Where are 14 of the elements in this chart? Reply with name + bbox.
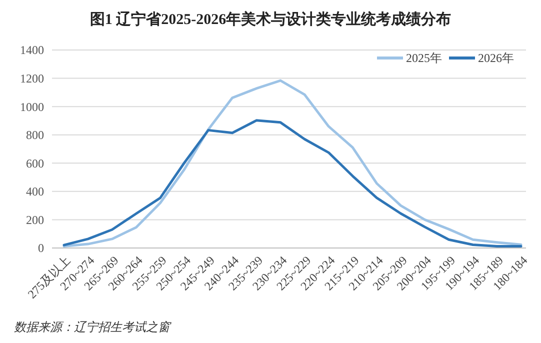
y-tick-label: 400 [26,184,44,199]
y-tick-label: 600 [26,156,44,170]
y-tick-label: 1400 [20,43,44,58]
chart-title: 图1 辽宁省2025-2026年美术与设计类专业统考成绩分布 [90,10,452,28]
legend-label: 2025年 [406,51,442,66]
line-series [62,79,522,248]
y-tick-label: 1000 [20,100,44,114]
y-tick-label: 1200 [20,71,44,86]
source-note: 数据来源：辽宁招生考试之窗 [14,320,172,334]
line-series [62,119,522,248]
y-tick-label: 200 [26,212,44,227]
y-tick-label: 0 [38,241,44,256]
legend-label: 2026年 [478,51,514,66]
y-tick-label: 800 [26,128,44,142]
